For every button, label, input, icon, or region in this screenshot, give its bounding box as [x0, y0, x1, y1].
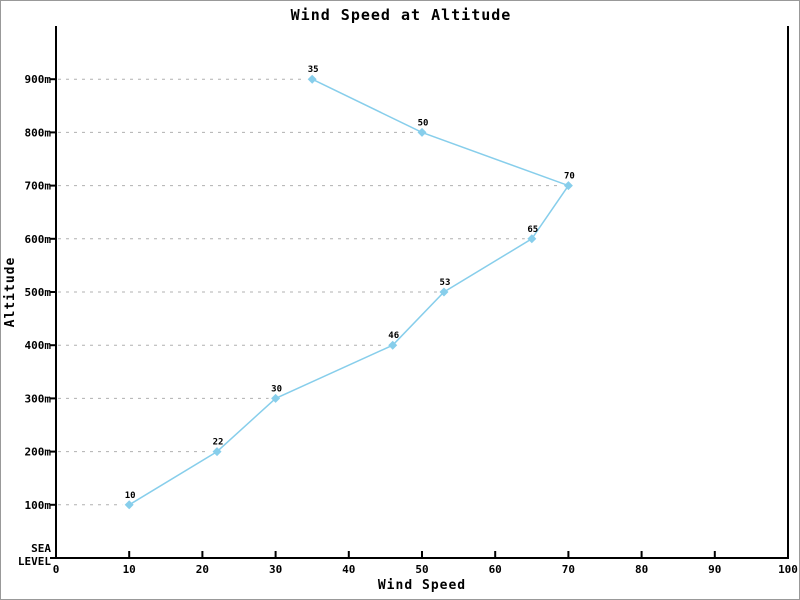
- y-tick-label: 700m: [25, 180, 52, 193]
- x-tick-label: 100: [778, 563, 798, 576]
- y-tick-label: 100m: [25, 499, 52, 512]
- data-point-marker: [388, 340, 398, 350]
- x-tick-label: 80: [635, 563, 648, 576]
- y-tick-label: 400m: [25, 339, 52, 352]
- x-tick-label: 90: [708, 563, 721, 576]
- data-point-marker: [307, 74, 317, 84]
- x-tick-label: 10: [123, 563, 136, 576]
- data-point-marker: [212, 447, 222, 457]
- x-tick-label: 70: [562, 563, 575, 576]
- data-point-marker: [527, 234, 537, 244]
- data-point-label: 70: [564, 172, 575, 182]
- y-tick-label: 500m: [25, 286, 52, 299]
- y-tick-label: 900m: [25, 73, 52, 86]
- x-tick-label: 60: [489, 563, 502, 576]
- y-tick-label: 600m: [25, 233, 52, 246]
- data-point-marker: [124, 500, 134, 510]
- data-point-label: 22: [213, 438, 224, 448]
- data-point-label: 46: [388, 331, 399, 341]
- data-point-label: 30: [271, 384, 282, 394]
- y-tick-label: 300m: [25, 392, 52, 405]
- data-point-label: 53: [440, 278, 451, 288]
- y-tick-label: 800m: [25, 126, 52, 139]
- data-point-label: 10: [125, 491, 136, 501]
- x-tick-label: 30: [269, 563, 282, 576]
- x-tick-label: 20: [196, 563, 209, 576]
- x-tick-label: 40: [342, 563, 355, 576]
- data-point-marker: [271, 393, 281, 403]
- y-axis-title: Altitude: [3, 257, 18, 328]
- plot-content: 0 10 20 30 40 50 60 70 80 90 100 SEA LEVEL 100m 200m 30…: [18, 26, 798, 576]
- data-point-label: 65: [527, 225, 538, 235]
- y-tick-label: 200m: [25, 446, 52, 459]
- data-point-marker: [417, 127, 427, 137]
- data-point-label: 35: [308, 65, 319, 75]
- x-tick-label: 50: [415, 563, 428, 576]
- chart-title: Wind Speed at Altitude: [291, 6, 512, 24]
- data-point-marker: [563, 181, 573, 191]
- x-axis-title: Wind Speed: [378, 578, 466, 593]
- x-tick-label: 0: [53, 563, 60, 576]
- data-point-marker: [439, 287, 449, 297]
- y-tick-label: SEA LEVEL: [18, 542, 51, 568]
- data-point-label: 50: [418, 118, 429, 128]
